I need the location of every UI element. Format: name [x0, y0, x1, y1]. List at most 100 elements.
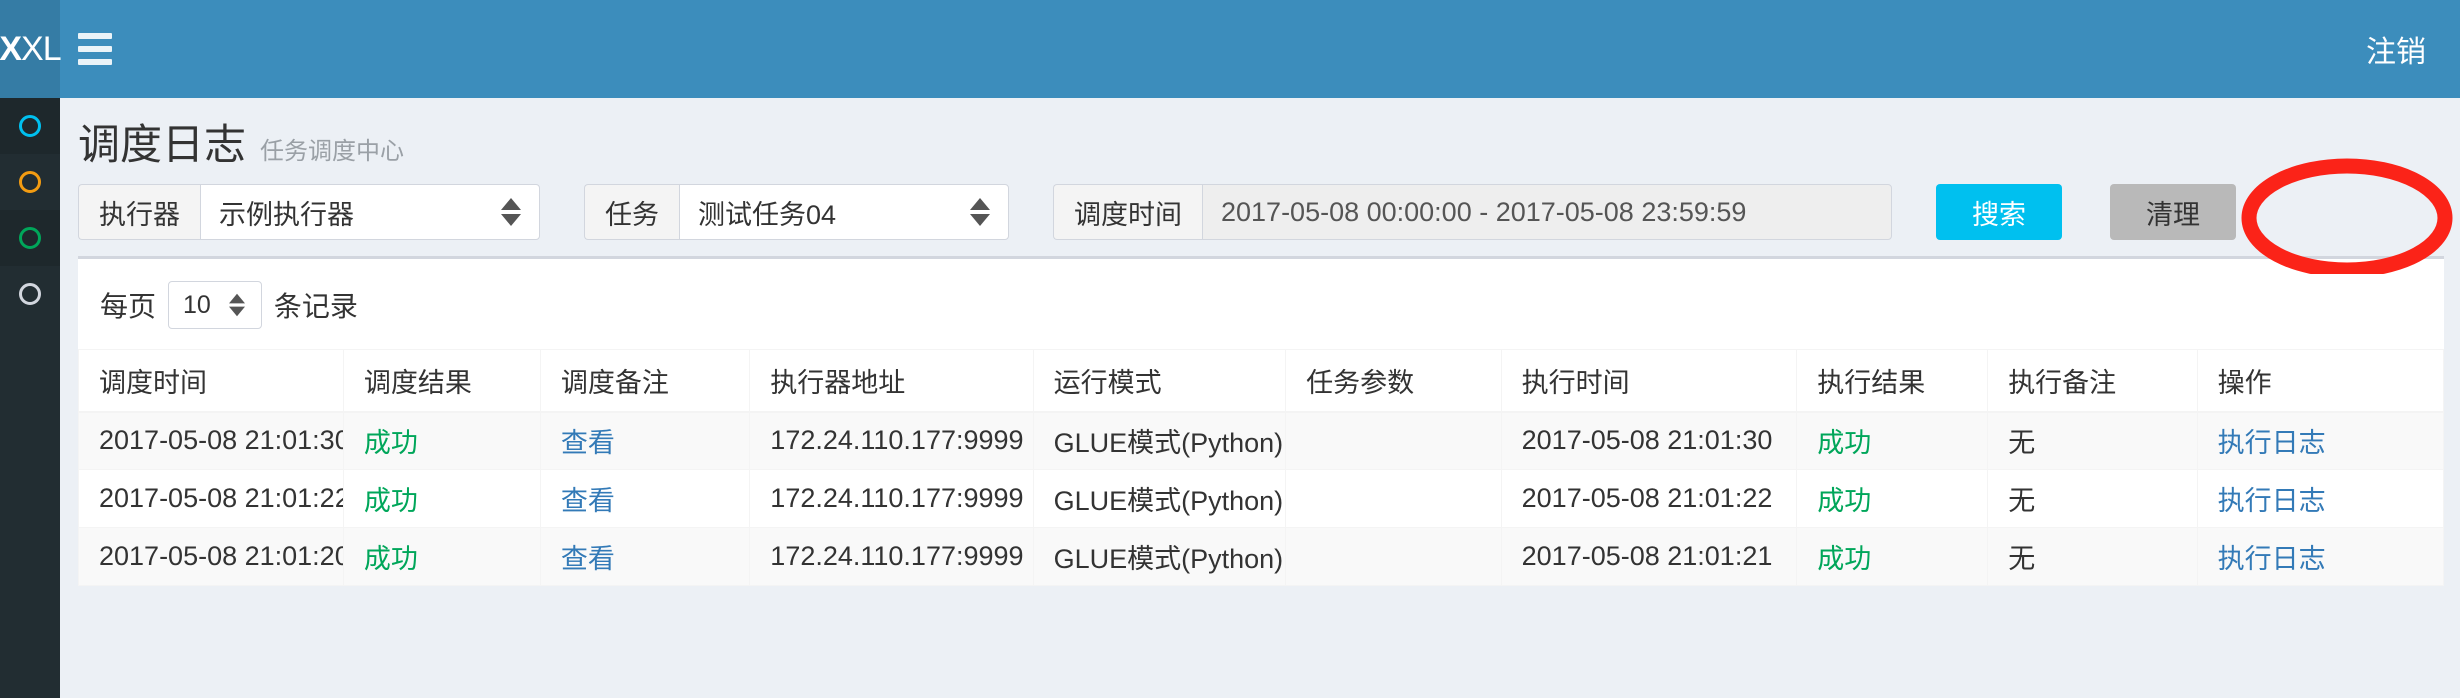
cell-sched-time: 2017-05-08 21:01:20 [78, 527, 344, 586]
content-wrapper: 调度日志 任务调度中心 执行器 示例执行器 任务 测试任务04 [60, 98, 2460, 698]
cell-sched-result: 成功 [342, 411, 541, 470]
cell-job-params [1285, 411, 1502, 470]
view-link[interactable]: 查看 [560, 428, 615, 459]
table-row: 2017-05-08 21:01:20 成功 查看 172.24.110.177… [78, 527, 2445, 586]
search-button[interactable]: 搜索 [1936, 184, 2062, 240]
chevron-updown-icon [501, 198, 521, 226]
executor-filter: 执行器 示例执行器 [78, 184, 540, 240]
cell-exec-time: 2017-05-08 21:01:22 [1500, 469, 1798, 528]
cell-exec-time: 2017-05-08 21:01:21 [1500, 527, 1798, 586]
navbar-right: 注销 [2366, 27, 2460, 71]
view-link[interactable]: 查看 [560, 544, 615, 574]
job-filter: 任务 测试任务04 [584, 184, 1009, 240]
log-table-head: 调度时间 调度结果 调度备注 执行器地址 运行模式 任务参数 执行时间 执行结果… [78, 349, 2445, 413]
cell-action: 执行日志 [2196, 411, 2445, 470]
time-filter: 调度时间 2017-05-08 00:00:00 - 2017-05-08 23… [1053, 184, 1892, 240]
cell-exec-result: 成功 [1796, 469, 1989, 528]
page-subtitle: 任务调度中心 [260, 138, 405, 165]
hamburger-bar [78, 33, 112, 39]
cell-sched-result: 成功 [342, 469, 541, 528]
top-navbar: XXL 注销 [0, 0, 2460, 98]
table-row: 2017-05-08 21:01:30 成功 查看 172.24.110.177… [78, 411, 2445, 470]
page-header: 调度日志 任务调度中心 [60, 98, 2460, 178]
job-select-value: 测试任务04 [698, 199, 837, 230]
cell-action: 执行日志 [2196, 527, 2445, 586]
cell-run-mode: GLUE模式(Python) [1032, 469, 1287, 528]
cell-sched-remark: 查看 [539, 469, 751, 528]
cell-executor-addr: 172.24.110.177:9999 [749, 469, 1034, 528]
col-header-executor-addr: 执行器地址 [749, 349, 1034, 413]
sidebar-item-3[interactable] [0, 210, 60, 266]
cell-exec-remark: 无 [1987, 527, 2198, 586]
clean-button[interactable]: 清理 [2110, 184, 2236, 240]
col-header-sched-remark: 调度备注 [539, 349, 751, 413]
exec-log-link[interactable]: 执行日志 [2217, 486, 2326, 516]
exec-log-link[interactable]: 执行日志 [2217, 428, 2326, 459]
cell-executor-addr: 172.24.110.177:9999 [749, 411, 1034, 470]
cell-exec-result: 成功 [1796, 411, 1989, 470]
cell-exec-remark: 无 [1987, 469, 2198, 528]
per-page-select[interactable]: 10 [168, 281, 262, 329]
sidebar [0, 98, 60, 698]
hamburger-icon[interactable] [60, 0, 130, 98]
col-header-sched-result: 调度结果 [342, 349, 541, 413]
col-header-exec-result: 执行结果 [1796, 349, 1989, 413]
logout-link[interactable]: 注销 [2366, 36, 2426, 69]
cell-sched-time: 2017-05-08 21:01:22 [78, 469, 344, 528]
cell-run-mode: GLUE模式(Python) [1032, 411, 1287, 470]
exec-log-link[interactable]: 执行日志 [2217, 544, 2326, 574]
cell-sched-time: 2017-05-08 21:01:30 [78, 411, 344, 470]
circle-icon [19, 283, 41, 305]
cell-action: 执行日志 [2196, 469, 2445, 528]
per-page-suffix: 条记录 [273, 291, 358, 322]
chevron-updown-icon [228, 293, 245, 317]
cell-job-params [1285, 527, 1502, 586]
filter-toolbar: 执行器 示例执行器 任务 测试任务04 调度时间 [60, 178, 2460, 240]
cell-sched-result: 成功 [342, 527, 541, 586]
cell-sched-remark: 查看 [539, 411, 751, 470]
log-panel: 每页 10 条记录 调度时间 调度结果 [78, 256, 2445, 586]
job-select[interactable]: 测试任务04 [679, 184, 1009, 240]
col-header-action: 操作 [2196, 349, 2445, 413]
log-table: 调度时间 调度结果 调度备注 执行器地址 运行模式 任务参数 执行时间 执行结果… [78, 349, 2445, 586]
hamburger-bar [78, 46, 112, 52]
col-header-job-params: 任务参数 [1285, 349, 1502, 413]
logo-bold-part: X [0, 30, 22, 68]
cell-executor-addr: 172.24.110.177:9999 [749, 527, 1034, 586]
logo-text: XXL [0, 30, 62, 68]
per-page-value: 10 [183, 290, 211, 319]
per-page-control: 每页 10 条记录 [78, 259, 2444, 349]
circle-icon [19, 115, 41, 137]
executor-select[interactable]: 示例执行器 [200, 184, 540, 240]
cell-exec-result: 成功 [1796, 527, 1989, 586]
job-filter-label: 任务 [584, 184, 679, 240]
logo-rest-part: XL [21, 30, 62, 68]
table-row: 2017-05-08 21:01:22 成功 查看 172.24.110.177… [78, 469, 2445, 528]
circle-icon [19, 171, 41, 193]
log-table-body: 2017-05-08 21:01:30 成功 查看 172.24.110.177… [78, 411, 2445, 586]
app-logo[interactable]: XXL [0, 0, 62, 98]
time-filter-label: 调度时间 [1053, 184, 1202, 240]
col-header-exec-time: 执行时间 [1500, 349, 1798, 413]
cell-sched-remark: 查看 [539, 527, 751, 586]
daterange-input[interactable]: 2017-05-08 00:00:00 - 2017-05-08 23:59:5… [1202, 184, 1892, 240]
cell-run-mode: GLUE模式(Python) [1032, 527, 1287, 586]
sidebar-item-4[interactable] [0, 266, 60, 322]
chevron-updown-icon [970, 198, 990, 226]
executor-filter-label: 执行器 [78, 184, 200, 240]
per-page-prefix: 每页 [100, 291, 157, 322]
sidebar-item-2[interactable] [0, 154, 60, 210]
cell-job-params [1285, 469, 1502, 528]
cell-exec-time: 2017-05-08 21:01:30 [1500, 411, 1798, 470]
col-header-exec-remark: 执行备注 [1987, 349, 2198, 413]
hamburger-bar [78, 59, 112, 65]
table-header-row: 调度时间 调度结果 调度备注 执行器地址 运行模式 任务参数 执行时间 执行结果… [78, 349, 2445, 413]
view-link[interactable]: 查看 [560, 486, 615, 516]
circle-icon [19, 227, 41, 249]
sidebar-item-1[interactable] [0, 98, 60, 154]
executor-select-value: 示例执行器 [219, 199, 354, 230]
col-header-run-mode: 运行模式 [1032, 349, 1287, 413]
page-title: 调度日志 [78, 121, 247, 168]
cell-exec-remark: 无 [1987, 411, 2198, 470]
